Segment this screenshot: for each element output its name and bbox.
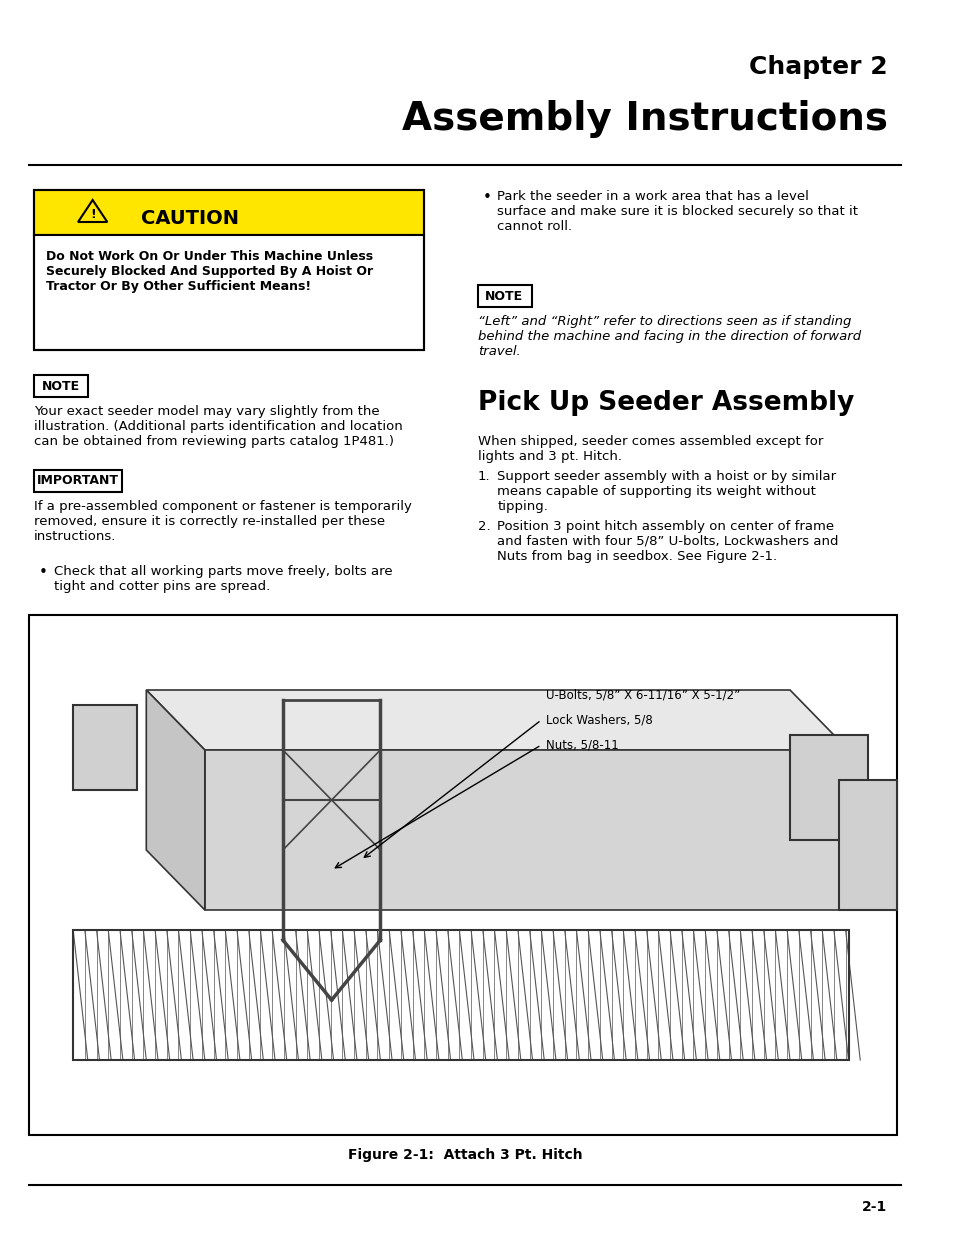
Bar bbox=[838, 781, 897, 910]
FancyBboxPatch shape bbox=[34, 375, 88, 396]
Text: 2.: 2. bbox=[477, 520, 490, 534]
Text: Pick Up Seeder Assembly: Pick Up Seeder Assembly bbox=[477, 390, 853, 416]
Text: Park the seeder in a work area that has a level
surface and make sure it is bloc: Park the seeder in a work area that has … bbox=[497, 190, 858, 233]
Text: Check that all working parts move freely, bolts are
tight and cotter pins are sp: Check that all working parts move freely… bbox=[53, 564, 392, 593]
Polygon shape bbox=[205, 750, 847, 910]
Text: “Left” and “Right” refer to directions seen as if standing
behind the machine an: “Left” and “Right” refer to directions s… bbox=[477, 315, 861, 358]
Text: Nuts, 5/8-11: Nuts, 5/8-11 bbox=[546, 739, 618, 752]
Text: 2-1: 2-1 bbox=[862, 1200, 886, 1214]
Text: !: ! bbox=[90, 207, 95, 221]
FancyBboxPatch shape bbox=[34, 190, 424, 235]
Polygon shape bbox=[78, 200, 107, 222]
FancyBboxPatch shape bbox=[34, 471, 122, 492]
Text: U-Bolts, 5/8” X 6-11/16” X 5-1/2”: U-Bolts, 5/8” X 6-11/16” X 5-1/2” bbox=[546, 688, 740, 701]
Text: Your exact seeder model may vary slightly from the
illustration. (Additional par: Your exact seeder model may vary slightl… bbox=[34, 405, 402, 448]
Text: Chapter 2: Chapter 2 bbox=[748, 56, 886, 79]
Polygon shape bbox=[146, 690, 205, 910]
Polygon shape bbox=[146, 690, 847, 750]
Text: Assembly Instructions: Assembly Instructions bbox=[401, 100, 886, 138]
Text: When shipped, seeder comes assembled except for
lights and 3 pt. Hitch.: When shipped, seeder comes assembled exc… bbox=[477, 435, 822, 463]
Text: Figure 2-1:  Attach 3 Pt. Hitch: Figure 2-1: Attach 3 Pt. Hitch bbox=[348, 1149, 582, 1162]
Text: NOTE: NOTE bbox=[41, 379, 79, 393]
Text: Position 3 point hitch assembly on center of frame
and fasten with four 5/8” U-b: Position 3 point hitch assembly on cente… bbox=[497, 520, 838, 563]
Text: •: • bbox=[39, 564, 48, 580]
Text: •: • bbox=[482, 190, 491, 205]
Text: Do Not Work On Or Under This Machine Unless
Securely Blocked And Supported By A : Do Not Work On Or Under This Machine Unl… bbox=[46, 249, 373, 293]
Text: 1.: 1. bbox=[477, 471, 490, 483]
Bar bbox=[73, 930, 847, 1060]
Bar bbox=[789, 735, 867, 840]
Bar bbox=[30, 615, 897, 1135]
Text: Support seeder assembly with a hoist or by similar
means capable of supporting i: Support seeder assembly with a hoist or … bbox=[497, 471, 836, 513]
Text: If a pre-assembled component or fastener is temporarily
removed, ensure it is co: If a pre-assembled component or fastener… bbox=[34, 500, 412, 543]
Bar bbox=[73, 705, 136, 790]
Bar bbox=[34, 190, 424, 350]
Text: IMPORTANT: IMPORTANT bbox=[37, 474, 119, 488]
FancyBboxPatch shape bbox=[477, 285, 531, 308]
Text: CAUTION: CAUTION bbox=[141, 209, 239, 227]
FancyBboxPatch shape bbox=[34, 235, 424, 350]
Text: Lock Washers, 5/8: Lock Washers, 5/8 bbox=[546, 714, 652, 726]
Text: NOTE: NOTE bbox=[485, 289, 523, 303]
